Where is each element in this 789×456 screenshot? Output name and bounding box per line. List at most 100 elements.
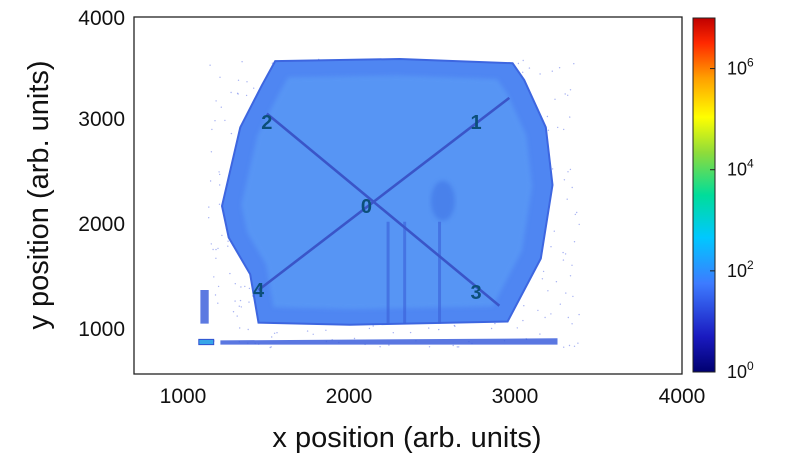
noise-dot xyxy=(517,62,520,65)
noise-dot xyxy=(539,333,541,335)
noise-dot xyxy=(550,246,552,248)
noise-dot xyxy=(547,129,550,131)
noise-dot xyxy=(563,128,565,131)
noise-dot xyxy=(227,245,229,247)
noise-dot xyxy=(522,71,524,74)
noise-dot xyxy=(248,287,251,290)
noise-dot xyxy=(217,247,219,250)
noise-dot xyxy=(388,344,390,346)
noise-dot xyxy=(215,100,217,102)
noise-dot xyxy=(368,327,371,330)
noise-dot xyxy=(379,346,381,348)
colorbar: 100 102 104 106 xyxy=(692,17,754,382)
noise-dot xyxy=(230,91,232,94)
noise-dot xyxy=(219,184,221,186)
noise-dot xyxy=(248,301,250,303)
noise-dot xyxy=(428,346,431,348)
noise-dot xyxy=(576,211,578,214)
noise-dot xyxy=(245,94,248,97)
noise-dot xyxy=(559,303,561,305)
noise-dot xyxy=(217,302,219,304)
noise-dot xyxy=(458,346,460,348)
noise-dot xyxy=(573,241,576,243)
noise-dot xyxy=(230,132,233,135)
noise-dot xyxy=(494,322,496,325)
noise-dot xyxy=(544,316,546,319)
noise-dot xyxy=(271,336,273,338)
noise-dot xyxy=(239,299,242,302)
x-axis: 1000 2000 3000 4000 xyxy=(160,385,706,408)
diagonal-line xyxy=(257,96,511,292)
y-axis-title: y position (arb. units) xyxy=(23,60,55,329)
noise-dot xyxy=(372,325,374,327)
noise-dot xyxy=(562,251,564,254)
noise-dot xyxy=(353,337,356,340)
colorbar-tick-label: 106 xyxy=(727,56,754,79)
noise-dot xyxy=(213,276,215,278)
left-spot-region xyxy=(198,338,215,346)
noise-dot xyxy=(234,300,236,302)
noise-dot xyxy=(276,332,278,334)
noise-dot xyxy=(241,61,243,63)
noise-dot xyxy=(209,180,212,182)
noise-dot xyxy=(572,295,574,298)
colorbar-ticks: 100 102 104 106 xyxy=(710,56,754,382)
noise-dot xyxy=(273,332,276,334)
noise-dot xyxy=(558,67,561,69)
noise-dot xyxy=(539,73,541,75)
colorbar-gradient xyxy=(692,17,716,373)
diagonal-line xyxy=(266,112,501,307)
noise-dot xyxy=(551,168,554,170)
noise-dot xyxy=(566,198,568,200)
noise-dot xyxy=(224,119,226,122)
noise-dot xyxy=(247,328,249,331)
noise-dot xyxy=(546,115,549,118)
noise-dot xyxy=(208,206,210,208)
noise-dot xyxy=(557,126,559,129)
noise-dot xyxy=(571,323,573,325)
noise-dot xyxy=(229,272,231,275)
x-tick-label: 2000 xyxy=(326,385,373,408)
x-tick-label: 3000 xyxy=(492,385,539,408)
heatmap-marks xyxy=(198,57,580,349)
noise-dot xyxy=(547,290,549,292)
noise-dot xyxy=(239,327,241,329)
point-labels: 0 1 2 3 4 xyxy=(253,112,482,304)
noise-dot xyxy=(568,344,571,347)
noise-dot xyxy=(270,346,272,348)
noise-dot xyxy=(567,316,569,319)
noise-dot xyxy=(218,171,220,173)
noise-dot xyxy=(569,168,572,171)
noise-dot xyxy=(232,311,235,313)
noise-dot xyxy=(528,67,531,69)
noise-dot xyxy=(392,332,394,334)
noise-dot xyxy=(541,278,544,280)
noise-dot xyxy=(569,275,572,277)
y-tick-label: 2000 xyxy=(78,213,125,236)
noise-dot xyxy=(516,327,518,329)
noise-dot xyxy=(209,64,211,66)
colorbar-tick-label: 100 xyxy=(727,359,754,382)
noise-dot xyxy=(571,264,573,266)
noise-dot xyxy=(221,234,223,237)
noise-dot xyxy=(306,330,309,332)
noise-dot xyxy=(214,120,216,122)
noise-dot xyxy=(253,87,255,89)
noise-dot xyxy=(428,327,430,329)
point-label: 1 xyxy=(471,112,482,134)
noise-dot xyxy=(234,283,236,285)
noise-dot xyxy=(569,89,572,91)
x-axis-title: x position (arb. units) xyxy=(272,422,541,454)
noise-dot xyxy=(454,325,456,327)
noise-dot xyxy=(555,281,558,283)
noise-dot xyxy=(220,106,222,108)
noise-dot xyxy=(244,285,246,288)
colorbar-tick-label: 102 xyxy=(727,258,754,281)
noise-dot xyxy=(490,327,493,330)
noise-dot xyxy=(551,70,553,72)
noise-dot xyxy=(452,344,454,347)
noise-dot xyxy=(550,313,552,315)
noise-dot xyxy=(215,248,217,251)
noise-dot xyxy=(218,203,221,205)
noise-dot xyxy=(567,171,569,173)
